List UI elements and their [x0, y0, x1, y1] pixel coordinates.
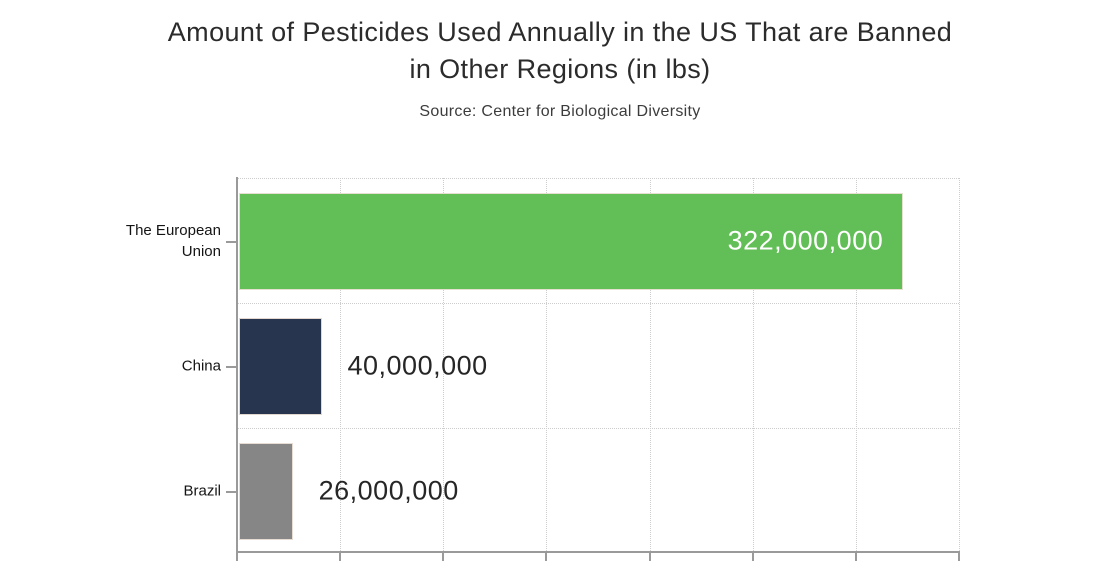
gridline-vertical — [959, 178, 960, 553]
chart-subtitle: Source: Center for Biological Diversity — [419, 103, 701, 120]
y-axis-line — [236, 177, 238, 554]
chart-band: 40,000,000 — [226, 303, 959, 428]
plot-area: 322,000,000 40,000,000 26,000,000 — [226, 177, 960, 561]
gridline-vertical — [855, 178, 857, 553]
category-label: The European Union — [125, 221, 221, 260]
chart-band: 322,000,000 — [226, 178, 959, 303]
chart-title-line-1: Amount of Pesticides Used Annually in th… — [167, 17, 953, 47]
gridline-vertical — [649, 178, 651, 553]
chart-header: Amount of Pesticides Used Annually in th… — [0, 0, 1120, 121]
bar-value-label: 26,000,000 — [318, 475, 459, 506]
category-label: China — [181, 357, 221, 374]
x-axis-line — [236, 551, 960, 553]
axis-tick-left — [226, 365, 236, 368]
gridline-vertical — [443, 178, 445, 553]
axis-tick-bottom — [339, 553, 342, 561]
bar-value-label: 322,000,000 — [727, 225, 884, 256]
gridline-vertical — [546, 178, 548, 553]
chart-title-line-2: in Other Regions (in lbs) — [409, 54, 711, 84]
gridline-vertical — [752, 178, 754, 553]
bar-china — [239, 318, 322, 415]
chart-band: 26,000,000 — [226, 428, 959, 553]
chart-title: Amount of Pesticides Used Annually in th… — [0, 14, 1120, 88]
bar-the-european-union — [239, 193, 904, 290]
gridline-vertical — [340, 178, 342, 553]
category-label: Brazil — [183, 482, 221, 499]
bar-brazil — [239, 443, 293, 540]
axis-tick-bottom — [854, 553, 857, 561]
axis-tick-left — [226, 490, 236, 493]
axis-tick-bottom — [236, 553, 238, 561]
axis-tick-bottom — [958, 553, 960, 561]
axis-tick-bottom — [648, 553, 651, 561]
axis-tick-bottom — [442, 553, 445, 561]
axis-tick-left — [226, 240, 236, 243]
axis-tick-bottom — [751, 553, 754, 561]
axis-tick-bottom — [545, 553, 548, 561]
bar-value-label: 40,000,000 — [347, 350, 488, 381]
